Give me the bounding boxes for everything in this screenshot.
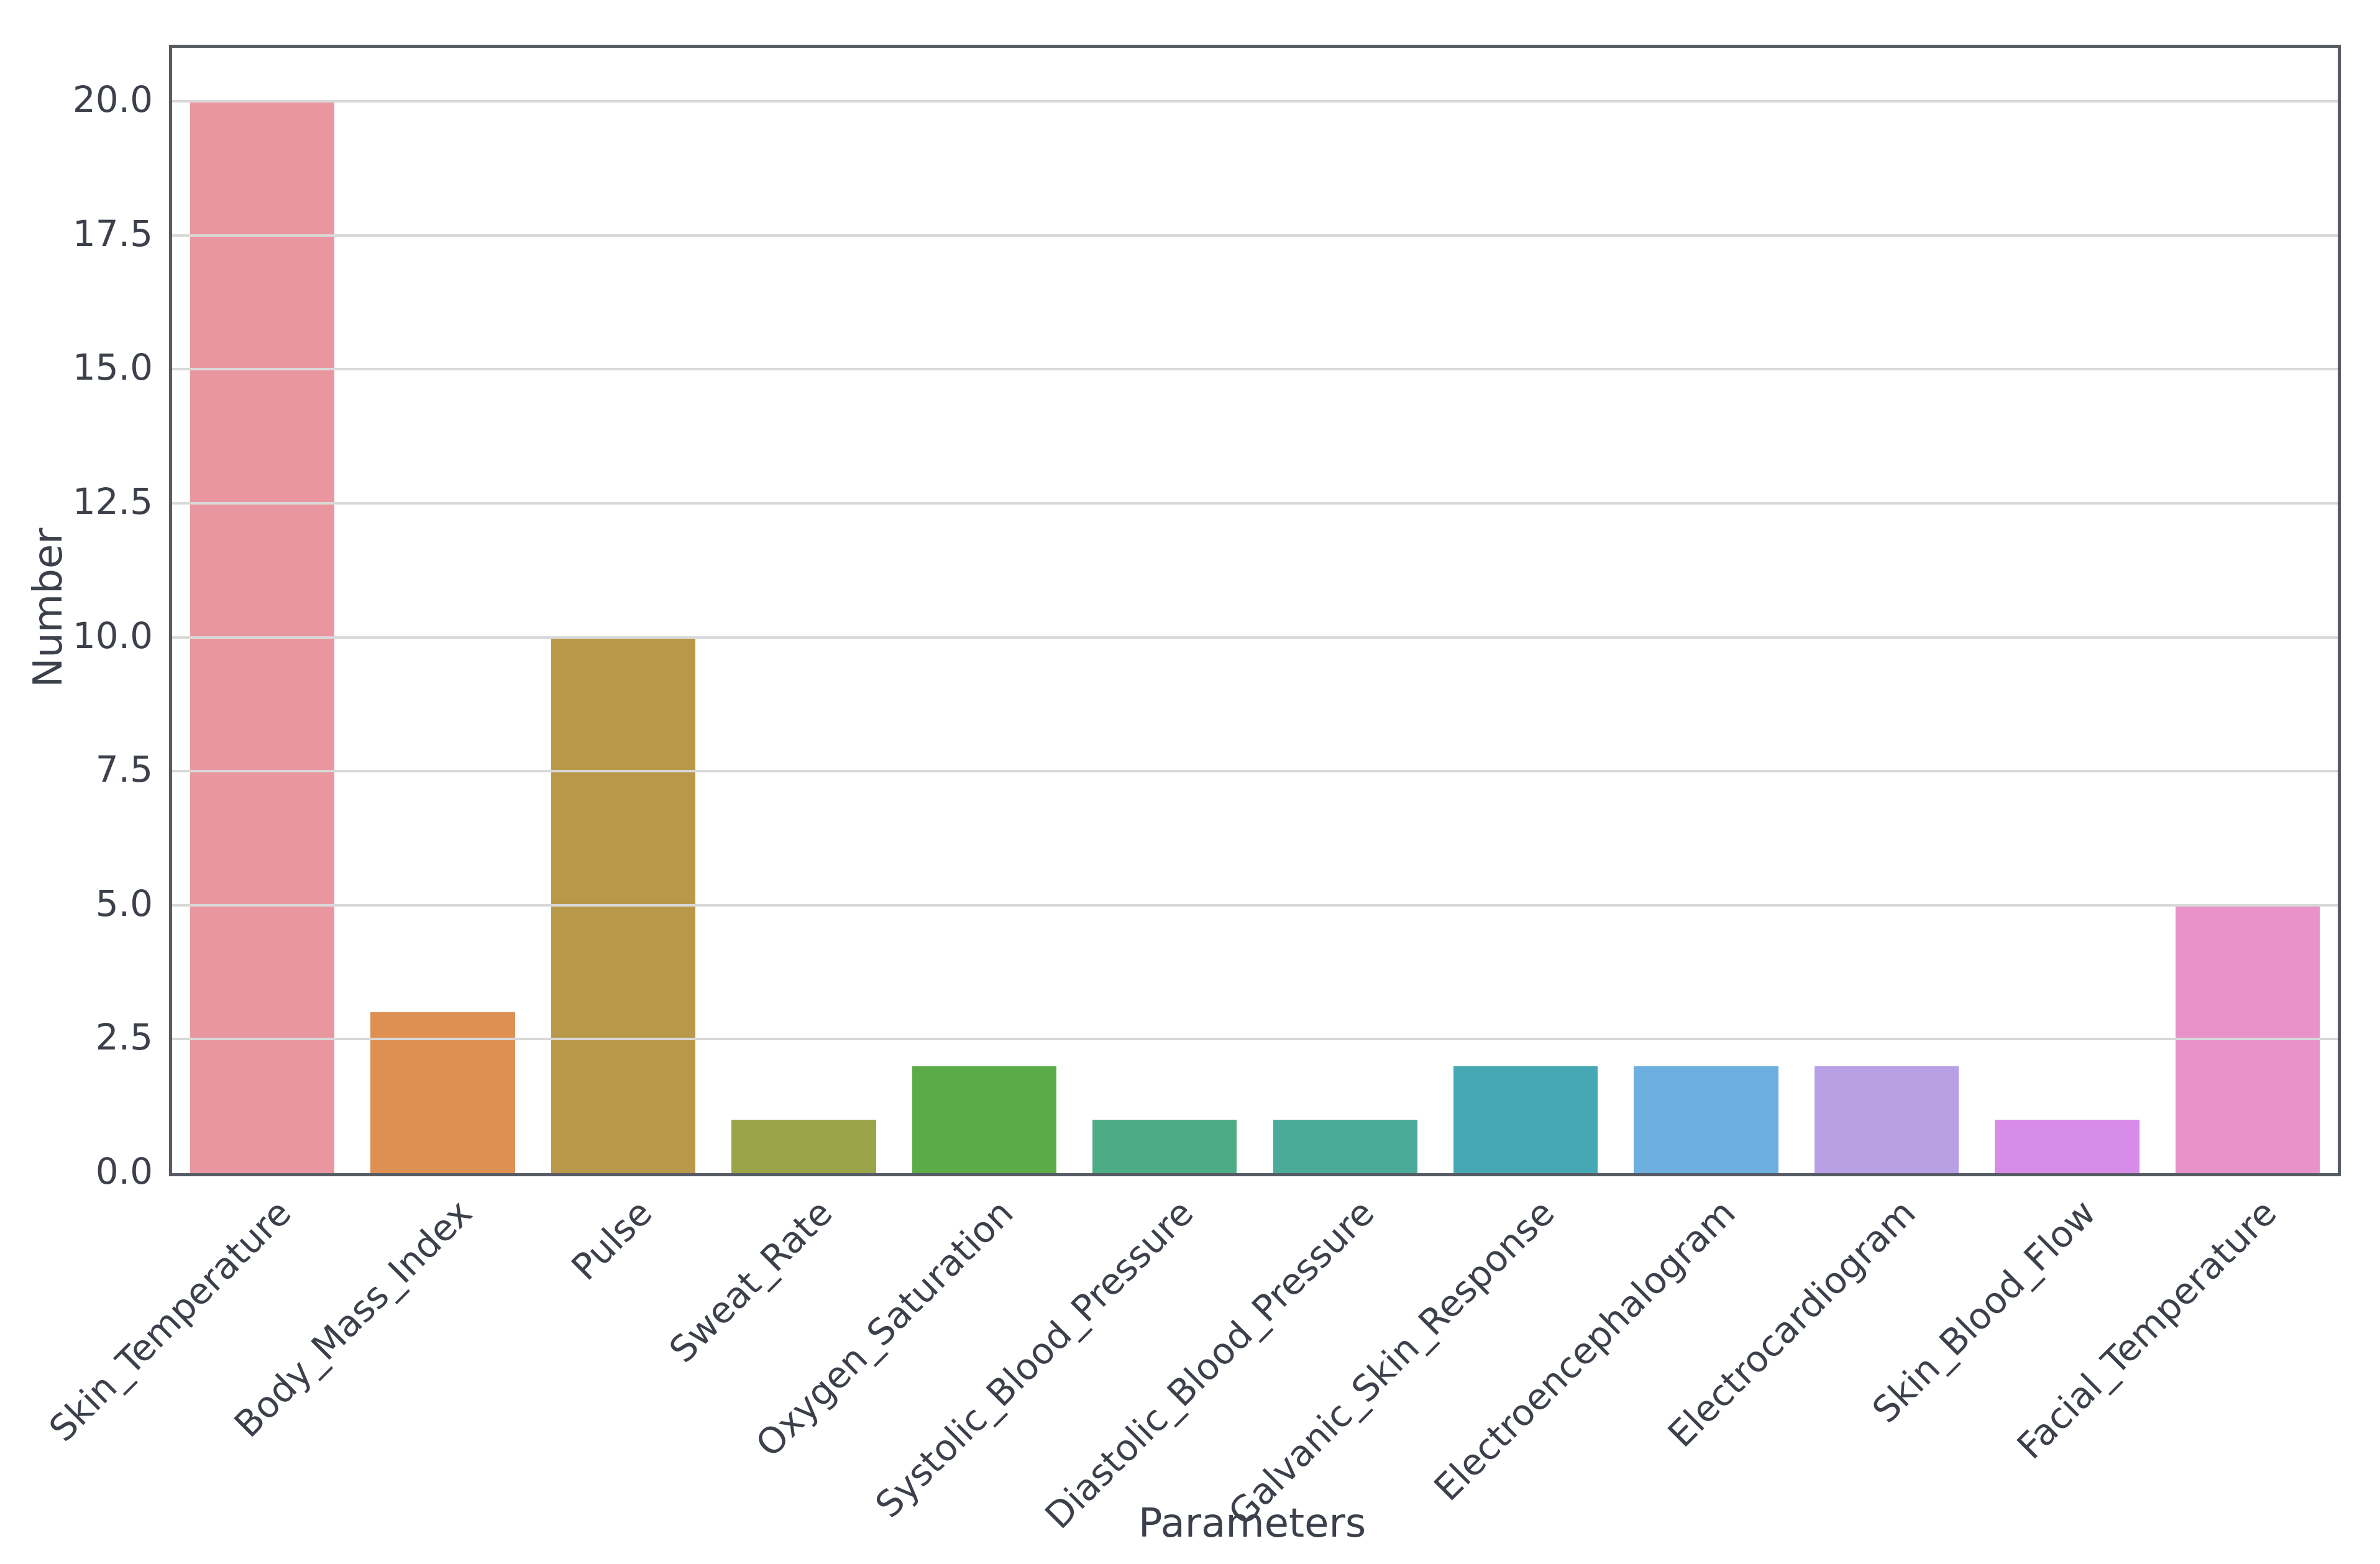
y-tick-label-7.5: 7.5 bbox=[95, 748, 153, 791]
y-tick-label-2.5: 2.5 bbox=[95, 1016, 153, 1059]
x-tick-label-pulse: Pulse bbox=[563, 1191, 661, 1289]
x-tick-label-systolic_blood_pressure: Systolic_Blood_Pressure bbox=[867, 1191, 1202, 1526]
gridline-10 bbox=[172, 636, 2338, 639]
gridline-17.5 bbox=[172, 234, 2338, 237]
gridline-2.5 bbox=[172, 1038, 2338, 1041]
y-tick-label-10.0: 10.0 bbox=[72, 614, 153, 657]
plot-area bbox=[169, 45, 2341, 1176]
bar-sweat_rate bbox=[731, 1119, 876, 1173]
x-tick-label-sweat_rate: Sweat_Rate bbox=[661, 1191, 841, 1371]
y-axis-label: Number bbox=[25, 528, 71, 688]
x-axis-label: Parameters bbox=[1138, 1501, 1366, 1547]
bar-diastolic_blood_pressure bbox=[1273, 1119, 1417, 1173]
x-tick-label-electroencephalogram: Electroencephalogram bbox=[1426, 1191, 1744, 1509]
gridline-15 bbox=[172, 368, 2338, 371]
gridline-20 bbox=[172, 100, 2338, 103]
bar-galvanic_skin_response bbox=[1453, 1066, 1598, 1173]
y-tick-label-0.0: 0.0 bbox=[95, 1150, 153, 1192]
x-tick-label-galvanic_skin_response: Galvanic_Skin_Response bbox=[1220, 1191, 1563, 1534]
y-tick-label-12.5: 12.5 bbox=[72, 480, 153, 523]
bar-body_mass_index bbox=[370, 1012, 515, 1173]
bar-electrocardiogram bbox=[1814, 1066, 1959, 1173]
y-tick-label-17.5: 17.5 bbox=[72, 212, 153, 255]
y-tick-label-15.0: 15.0 bbox=[72, 346, 153, 389]
x-tick-label-diastolic_blood_pressure: Diastolic_Blood_Pressure bbox=[1037, 1191, 1383, 1537]
bar-skin_blood_flow bbox=[1995, 1119, 2140, 1173]
bar-oxygen_saturation bbox=[912, 1066, 1057, 1173]
bar-electroencephalogram bbox=[1634, 1066, 1778, 1173]
y-tick-label-20.0: 20.0 bbox=[72, 78, 153, 121]
gridline-5 bbox=[172, 903, 2338, 907]
gridline-12.5 bbox=[172, 502, 2338, 505]
bar-systolic_blood_pressure bbox=[1092, 1119, 1237, 1173]
y-tick-label-5.0: 5.0 bbox=[95, 882, 153, 925]
gridline-7.5 bbox=[172, 770, 2338, 773]
